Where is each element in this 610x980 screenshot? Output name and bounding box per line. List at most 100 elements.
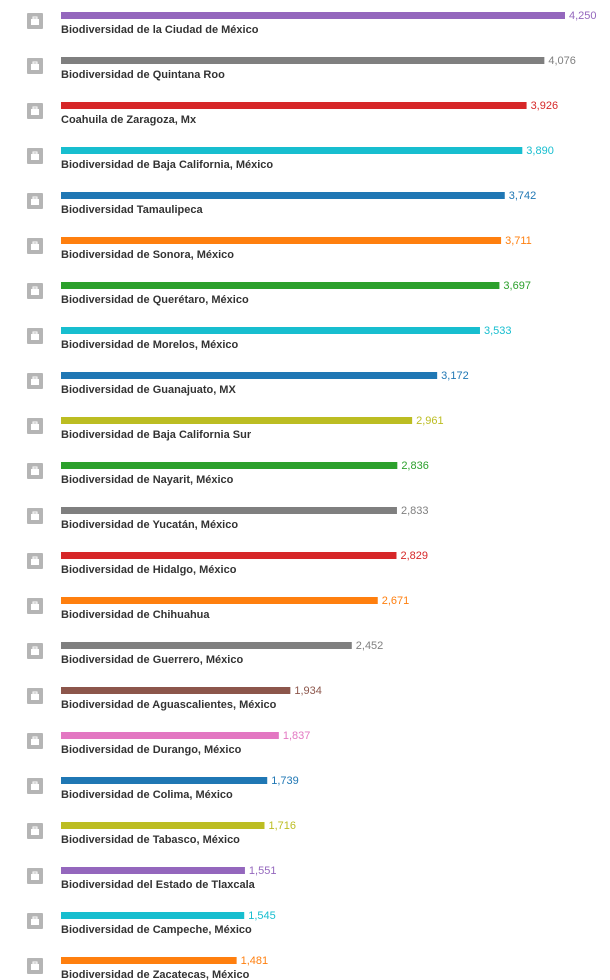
value-label: 3,711 (505, 235, 532, 247)
project-name: Biodiversidad de Colima, México (61, 789, 233, 801)
project-icon (27, 13, 43, 29)
project-icon (27, 913, 43, 929)
project-name: Biodiversidad de Zacatecas, México (61, 969, 250, 980)
value-label: 3,890 (526, 145, 554, 157)
project-name: Biodiversidad de Yucatán, México (61, 519, 238, 531)
bar (61, 417, 412, 424)
icon-case (31, 199, 39, 205)
project-icon (27, 328, 43, 344)
project-name: Biodiversidad de Nayarit, México (61, 474, 234, 486)
value-label: 2,452 (356, 640, 384, 652)
project-name: Biodiversidad Tamaulipeca (61, 204, 204, 216)
icon-case (31, 424, 39, 430)
bar (61, 777, 267, 784)
bar (61, 192, 505, 199)
project-icon (27, 598, 43, 614)
project-icon (27, 958, 43, 974)
project-icon (27, 508, 43, 524)
project-name: Coahuila de Zaragoza, Mx (61, 114, 197, 126)
bar (61, 147, 522, 154)
bar (61, 957, 237, 964)
icon-case (31, 559, 39, 565)
value-label: 1,934 (294, 685, 322, 697)
bar (61, 687, 290, 694)
bar (61, 462, 397, 469)
project-icon (27, 688, 43, 704)
project-name: Biodiversidad de la Ciudad de México (61, 24, 259, 36)
project-name: Biodiversidad de Querétaro, México (61, 294, 249, 306)
bar (61, 597, 378, 604)
bar (61, 282, 499, 289)
icon-case (31, 874, 39, 880)
bar (61, 822, 264, 829)
bar (61, 327, 480, 334)
value-label: 3,926 (531, 100, 559, 112)
icon-case (31, 694, 39, 700)
bar (61, 372, 437, 379)
value-label: 1,481 (241, 955, 269, 967)
project-icon (27, 823, 43, 839)
icon-case (31, 289, 39, 295)
chart: 4,250 Biodiversidad de la Ciudad de Méxic… (0, 0, 610, 980)
project-name: Biodiversidad de Guanajuato, MX (61, 384, 236, 396)
bar (61, 237, 501, 244)
icon-case (31, 829, 39, 835)
value-label: 1,716 (268, 820, 296, 832)
project-icon (27, 733, 43, 749)
icon-case (31, 604, 39, 610)
value-label: 2,829 (400, 550, 428, 562)
project-icon (27, 778, 43, 794)
project-name: Biodiversidad del Estado de Tlaxcala (61, 879, 256, 891)
project-icon (27, 238, 43, 254)
project-icon (27, 553, 43, 569)
value-label: 3,742 (509, 190, 537, 202)
project-icon (27, 463, 43, 479)
value-label: 3,697 (503, 280, 531, 292)
icon-case (31, 334, 39, 340)
project-name: Biodiversidad de Baja California, México (61, 159, 273, 171)
project-name: Biodiversidad de Campeche, México (61, 924, 252, 936)
icon-case (31, 244, 39, 250)
bar (61, 552, 396, 559)
project-icon (27, 148, 43, 164)
value-label: 1,739 (271, 775, 299, 787)
value-label: 2,671 (382, 595, 410, 607)
value-label: 2,836 (401, 460, 429, 472)
icon-case (31, 919, 39, 925)
project-name: Biodiversidad de Quintana Roo (61, 69, 225, 81)
icon-case (31, 964, 39, 970)
value-label: 4,076 (548, 55, 576, 67)
icon-case (31, 64, 39, 70)
icon-case (31, 649, 39, 655)
project-name: Biodiversidad de Chihuahua (61, 609, 210, 621)
icon-case (31, 379, 39, 385)
icon-case (31, 739, 39, 745)
icon-case (31, 19, 39, 25)
icon-case (31, 469, 39, 475)
project-name: Biodiversidad de Sonora, México (61, 249, 234, 261)
project-icon (27, 868, 43, 884)
project-icon (27, 373, 43, 389)
bar (61, 102, 527, 109)
bar (61, 867, 245, 874)
bar (61, 642, 352, 649)
project-icon (27, 103, 43, 119)
icon-case (31, 514, 39, 520)
project-name: Biodiversidad de Hidalgo, México (61, 564, 237, 576)
value-label: 3,533 (484, 325, 512, 337)
icon-case (31, 784, 39, 790)
project-name: Biodiversidad de Durango, México (61, 744, 242, 756)
project-name: Biodiversidad de Baja California Sur (61, 429, 252, 441)
bar (61, 507, 397, 514)
value-label: 2,833 (401, 505, 429, 517)
icon-case (31, 154, 39, 160)
project-icon (27, 418, 43, 434)
bar (61, 57, 544, 64)
value-label: 1,545 (248, 910, 276, 922)
bar (61, 912, 244, 919)
value-label: 4,250 (569, 10, 597, 22)
project-icon (27, 193, 43, 209)
project-icon (27, 283, 43, 299)
icon-case (31, 109, 39, 115)
project-name: Biodiversidad de Tabasco, México (61, 834, 240, 846)
